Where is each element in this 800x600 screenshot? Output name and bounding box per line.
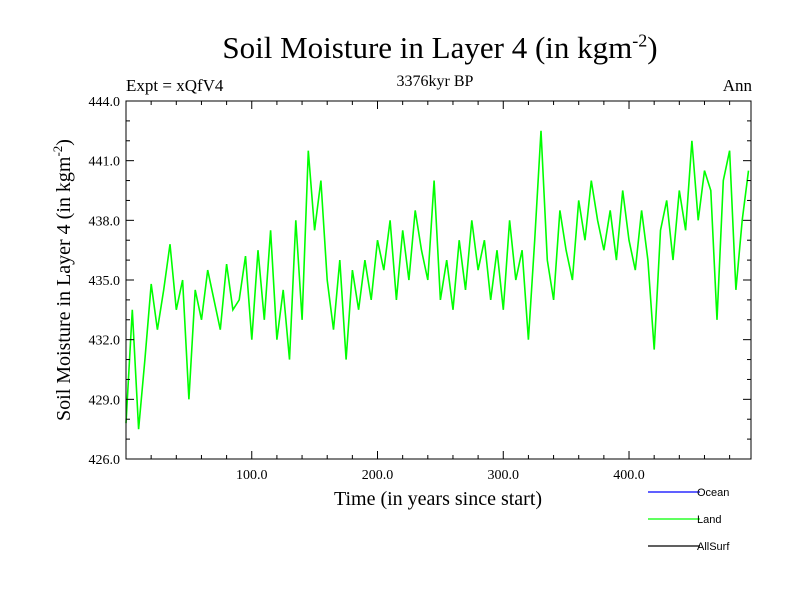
y-tick-label: 444.0 [89, 95, 121, 110]
y-tick-label: 441.0 [89, 155, 121, 170]
plot-frame [125, 100, 752, 460]
x-tick-label: 300.0 [488, 468, 520, 483]
x-tick-label: 100.0 [236, 468, 268, 483]
legend-label-allsurf: AllSurf [697, 541, 730, 553]
legend-label-land: Land [697, 514, 721, 526]
season-label: Ann [722, 76, 752, 95]
y-tick-label: 432.0 [89, 334, 121, 349]
y-tick-label: 429.0 [89, 393, 121, 408]
legend: Ocean Land AllSurf [648, 487, 730, 553]
x-tick-label: 200.0 [362, 468, 394, 483]
chart-title: Soil Moisture in Layer 4 (in kgm-2) [222, 30, 658, 65]
y-tick-label: 438.0 [89, 214, 121, 229]
x-tick-label: 400.0 [613, 468, 645, 483]
chart-subtitle: 3376kyr BP [396, 73, 474, 90]
y-tick-label: 435.0 [89, 274, 121, 289]
experiment-label: Expt = xQfV4 [126, 76, 224, 95]
y-tick-label: 426.0 [89, 453, 121, 468]
x-axis-title: Time (in years since start) [334, 488, 542, 510]
y-axis-title: Soil Moisture in Layer 4 (in kgm-2) [50, 139, 75, 421]
legend-label-ocean: Ocean [697, 487, 729, 499]
series-line-land [125, 130, 750, 430]
